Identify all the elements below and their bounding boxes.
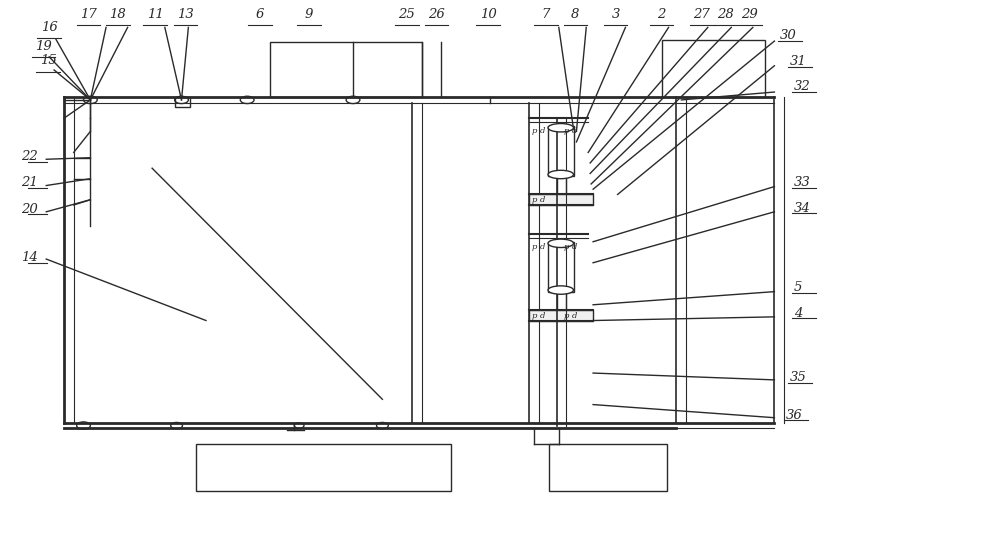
Text: 6: 6 bbox=[256, 8, 264, 21]
Text: 17: 17 bbox=[80, 8, 97, 21]
Text: d: d bbox=[572, 128, 577, 136]
Text: p: p bbox=[564, 243, 569, 251]
Text: p: p bbox=[532, 243, 537, 251]
Text: 26: 26 bbox=[428, 8, 445, 21]
Text: 7: 7 bbox=[542, 8, 550, 21]
Text: 20: 20 bbox=[21, 203, 37, 215]
Text: 18: 18 bbox=[109, 8, 126, 21]
Bar bbox=[196, 444, 451, 491]
Bar bbox=[529, 195, 593, 205]
Text: 13: 13 bbox=[177, 8, 194, 21]
Text: d: d bbox=[572, 243, 577, 251]
Text: 4: 4 bbox=[794, 307, 802, 319]
Text: 10: 10 bbox=[480, 8, 497, 21]
Text: d: d bbox=[539, 312, 545, 321]
Text: 14: 14 bbox=[21, 251, 37, 264]
Text: 36: 36 bbox=[786, 408, 803, 422]
Text: 16: 16 bbox=[41, 21, 58, 34]
Text: 22: 22 bbox=[21, 150, 37, 163]
Bar bbox=[662, 40, 765, 98]
Bar bbox=[548, 126, 574, 176]
Text: 8: 8 bbox=[571, 8, 580, 21]
Text: 30: 30 bbox=[780, 29, 797, 42]
Ellipse shape bbox=[548, 170, 574, 178]
Text: d: d bbox=[572, 312, 577, 321]
Text: 2: 2 bbox=[658, 8, 666, 21]
Text: p: p bbox=[564, 312, 569, 321]
Text: 25: 25 bbox=[399, 8, 415, 21]
Text: 21: 21 bbox=[21, 176, 37, 189]
Text: 28: 28 bbox=[717, 8, 734, 21]
Text: p: p bbox=[532, 312, 537, 321]
Ellipse shape bbox=[548, 124, 574, 132]
Text: p: p bbox=[532, 196, 537, 204]
Text: 31: 31 bbox=[790, 55, 807, 68]
Text: 19: 19 bbox=[35, 40, 52, 53]
Text: 33: 33 bbox=[794, 176, 811, 189]
Text: d: d bbox=[539, 196, 545, 204]
Ellipse shape bbox=[548, 239, 574, 248]
Text: d: d bbox=[539, 243, 545, 251]
Bar bbox=[270, 42, 422, 98]
Bar bbox=[529, 310, 593, 321]
Text: 9: 9 bbox=[305, 8, 313, 21]
Text: 29: 29 bbox=[742, 8, 758, 21]
Bar bbox=[548, 242, 574, 292]
Text: 32: 32 bbox=[794, 80, 811, 93]
Text: 3: 3 bbox=[611, 8, 620, 21]
Text: 11: 11 bbox=[147, 8, 163, 21]
Text: d: d bbox=[539, 128, 545, 136]
Bar bbox=[549, 444, 667, 491]
Ellipse shape bbox=[548, 286, 574, 294]
Bar bbox=[175, 98, 190, 107]
Text: 27: 27 bbox=[694, 8, 710, 21]
Text: p: p bbox=[564, 128, 569, 136]
Text: 15: 15 bbox=[40, 54, 57, 68]
Text: 5: 5 bbox=[794, 281, 802, 294]
Text: 34: 34 bbox=[794, 202, 811, 214]
Text: p: p bbox=[532, 128, 537, 136]
Text: 35: 35 bbox=[790, 371, 807, 384]
